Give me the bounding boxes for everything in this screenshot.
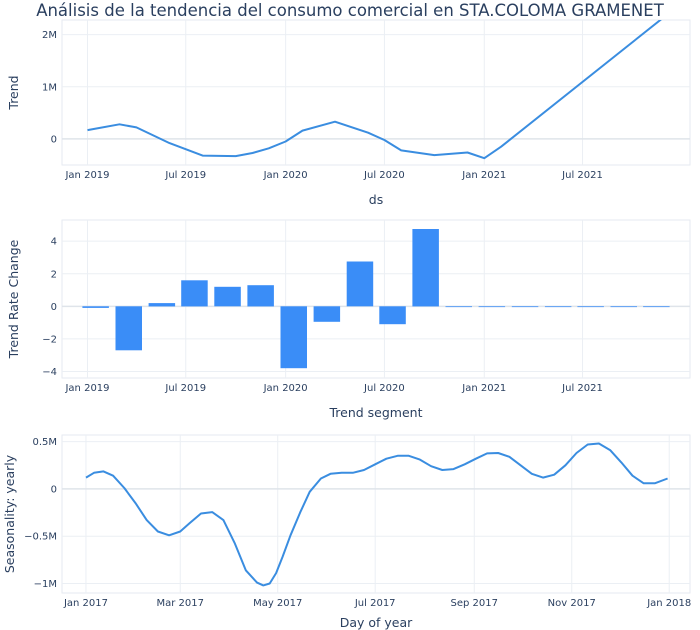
bar bbox=[82, 306, 109, 308]
x-axis-title: Trend segment bbox=[328, 405, 422, 420]
bar bbox=[280, 306, 307, 369]
plot-area-1 bbox=[61, 19, 691, 166]
series-line bbox=[87, 20, 662, 160]
x-tick-label: Jan 2020 bbox=[263, 170, 308, 181]
y-tick-label: 2M bbox=[42, 30, 57, 41]
x-tick-label: Jul 2017 bbox=[354, 598, 396, 609]
bar bbox=[148, 303, 176, 307]
y-tick-label: 4 bbox=[51, 237, 57, 248]
x-tick-label: Jan 2020 bbox=[263, 383, 308, 394]
bar bbox=[181, 280, 208, 307]
y-axis-title: Trend Rate Change bbox=[6, 239, 21, 359]
y-tick-label: 1M bbox=[42, 82, 57, 93]
bar bbox=[379, 306, 406, 325]
x-tick-label: Sep 2017 bbox=[451, 598, 498, 609]
x-tick-label: Jan 2021 bbox=[461, 383, 506, 394]
y-tick-label: −1M bbox=[34, 579, 57, 590]
plot-area-2 bbox=[61, 219, 691, 379]
bar bbox=[412, 229, 439, 307]
bar bbox=[247, 285, 274, 307]
x-tick-label: Jul 2019 bbox=[164, 170, 206, 181]
x-tick-label: Nov 2017 bbox=[548, 598, 596, 609]
bar bbox=[313, 306, 341, 322]
y-tick-label: 0.5M bbox=[32, 437, 57, 448]
y-tick-label: −2 bbox=[42, 334, 57, 345]
y-tick-label: 0 bbox=[51, 484, 57, 495]
bar bbox=[610, 306, 637, 308]
y-tick-label: 0 bbox=[51, 134, 57, 145]
x-tick-label: Jul 2020 bbox=[363, 383, 405, 394]
y-tick-label: −0.5M bbox=[24, 532, 57, 543]
bar bbox=[214, 286, 241, 307]
x-axis-title: ds bbox=[369, 192, 383, 207]
bar bbox=[544, 306, 572, 308]
bar bbox=[478, 306, 506, 308]
bar bbox=[445, 306, 472, 308]
x-tick-label: Mar 2017 bbox=[156, 598, 204, 609]
figure-title: Análisis de la tendencia del consumo com… bbox=[36, 1, 664, 20]
x-tick-label: Jul 2020 bbox=[363, 170, 405, 181]
y-tick-label: −4 bbox=[42, 367, 57, 378]
bar bbox=[115, 306, 142, 351]
x-tick-label: Jul 2021 bbox=[561, 170, 603, 181]
series-line bbox=[85, 442, 668, 587]
x-axis-title: Day of year bbox=[340, 615, 413, 630]
x-tick-label: Jan 2019 bbox=[64, 383, 109, 394]
bar bbox=[511, 306, 539, 308]
x-tick-label: Jan 2017 bbox=[63, 598, 108, 609]
y-tick-label: 2 bbox=[51, 269, 57, 280]
x-tick-label: May 2017 bbox=[253, 598, 302, 609]
bar bbox=[643, 306, 670, 308]
x-tick-label: Jan 2019 bbox=[64, 170, 109, 181]
bar bbox=[577, 306, 604, 308]
y-axis-title: Trend bbox=[6, 75, 21, 110]
x-tick-label: Jul 2021 bbox=[561, 383, 603, 394]
x-tick-label: Jan 2018 bbox=[646, 598, 691, 609]
x-tick-label: Jul 2019 bbox=[164, 383, 206, 394]
bar bbox=[346, 261, 374, 307]
plot-area-3 bbox=[61, 434, 691, 594]
x-tick-label: Jan 2021 bbox=[461, 170, 506, 181]
y-axis-title: Seasonality: yearly bbox=[2, 454, 17, 573]
y-tick-label: 0 bbox=[51, 302, 57, 313]
